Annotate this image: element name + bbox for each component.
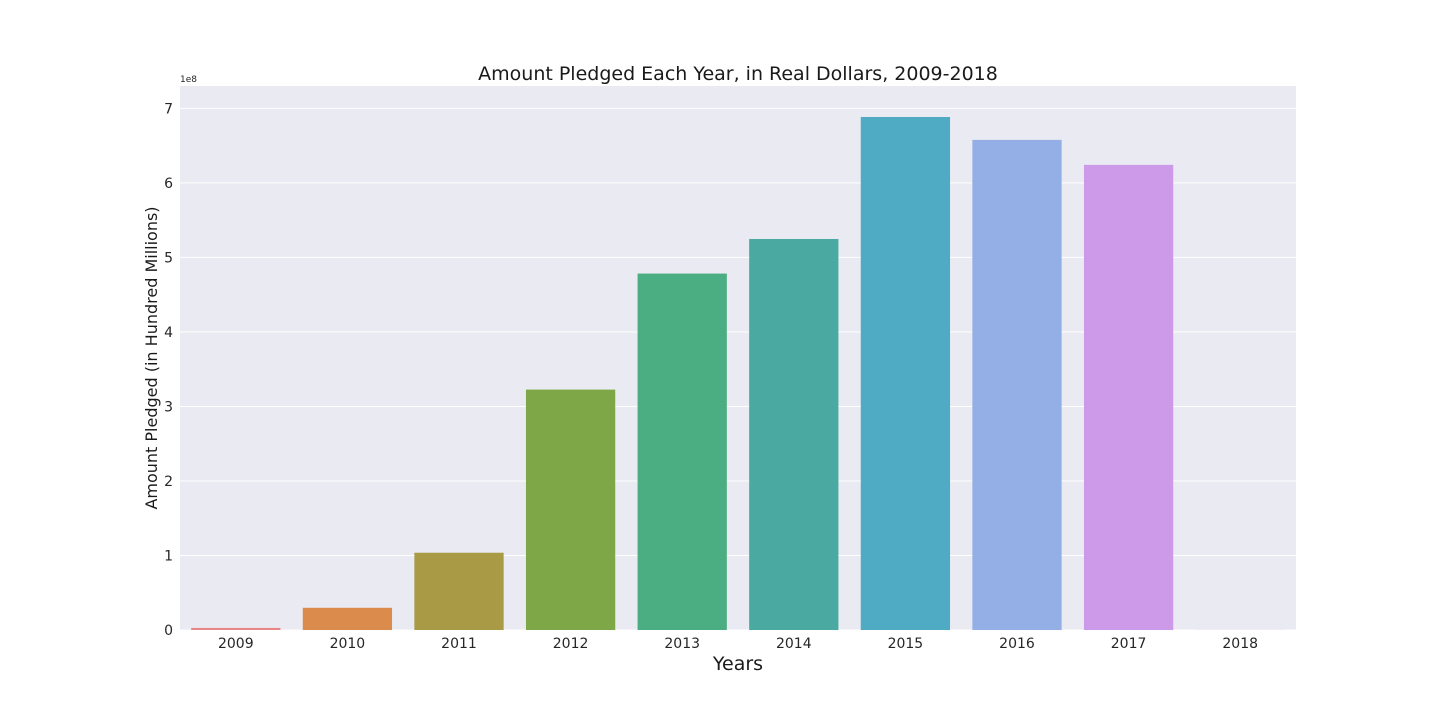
x-tick-label: 2011 [441, 636, 477, 652]
bar-2015 [861, 117, 950, 630]
bar-2017 [1084, 165, 1173, 630]
y-axis-label: Amount Pledged (in Hundred Millions) [142, 206, 161, 509]
bar-2014 [749, 239, 838, 630]
x-tick-label: 2012 [553, 636, 589, 652]
y-tick-label: 7 [164, 101, 173, 117]
x-tick-label: 2015 [888, 636, 924, 652]
y-tick-label: 3 [164, 399, 173, 415]
bar-2010 [303, 608, 392, 630]
y-tick-label: 1 [164, 548, 173, 564]
x-tick-label: 2009 [218, 636, 254, 652]
x-axis-label: Years [712, 653, 763, 675]
x-tick-label: 2014 [776, 636, 812, 652]
y-tick-label: 5 [164, 250, 173, 266]
bar-2011 [414, 553, 503, 630]
bar-2013 [638, 274, 727, 630]
bar-2012 [526, 390, 615, 630]
y-tick-label: 0 [164, 623, 173, 639]
x-tick-label: 2017 [1111, 636, 1147, 652]
x-tick-label: 2016 [999, 636, 1035, 652]
bar-2009 [191, 628, 280, 630]
y-offset-label: 1e8 [180, 75, 197, 85]
y-tick-label: 6 [164, 176, 173, 192]
chart-title: Amount Pledged Each Year, in Real Dollar… [478, 63, 998, 85]
y-tick-label: 4 [164, 325, 173, 341]
x-tick-label: 2010 [330, 636, 366, 652]
x-tick-labels: 2009 2010 2011 2012 2013 2014 2015 2016 2017 2018 [218, 636, 1258, 652]
x-tick-label: 2013 [664, 636, 700, 652]
y-tick-labels: 0 1 2 3 4 5 6 7 [164, 101, 173, 639]
x-tick-label: 2018 [1222, 636, 1258, 652]
bar-2016 [972, 140, 1061, 630]
y-tick-label: 2 [164, 474, 173, 490]
